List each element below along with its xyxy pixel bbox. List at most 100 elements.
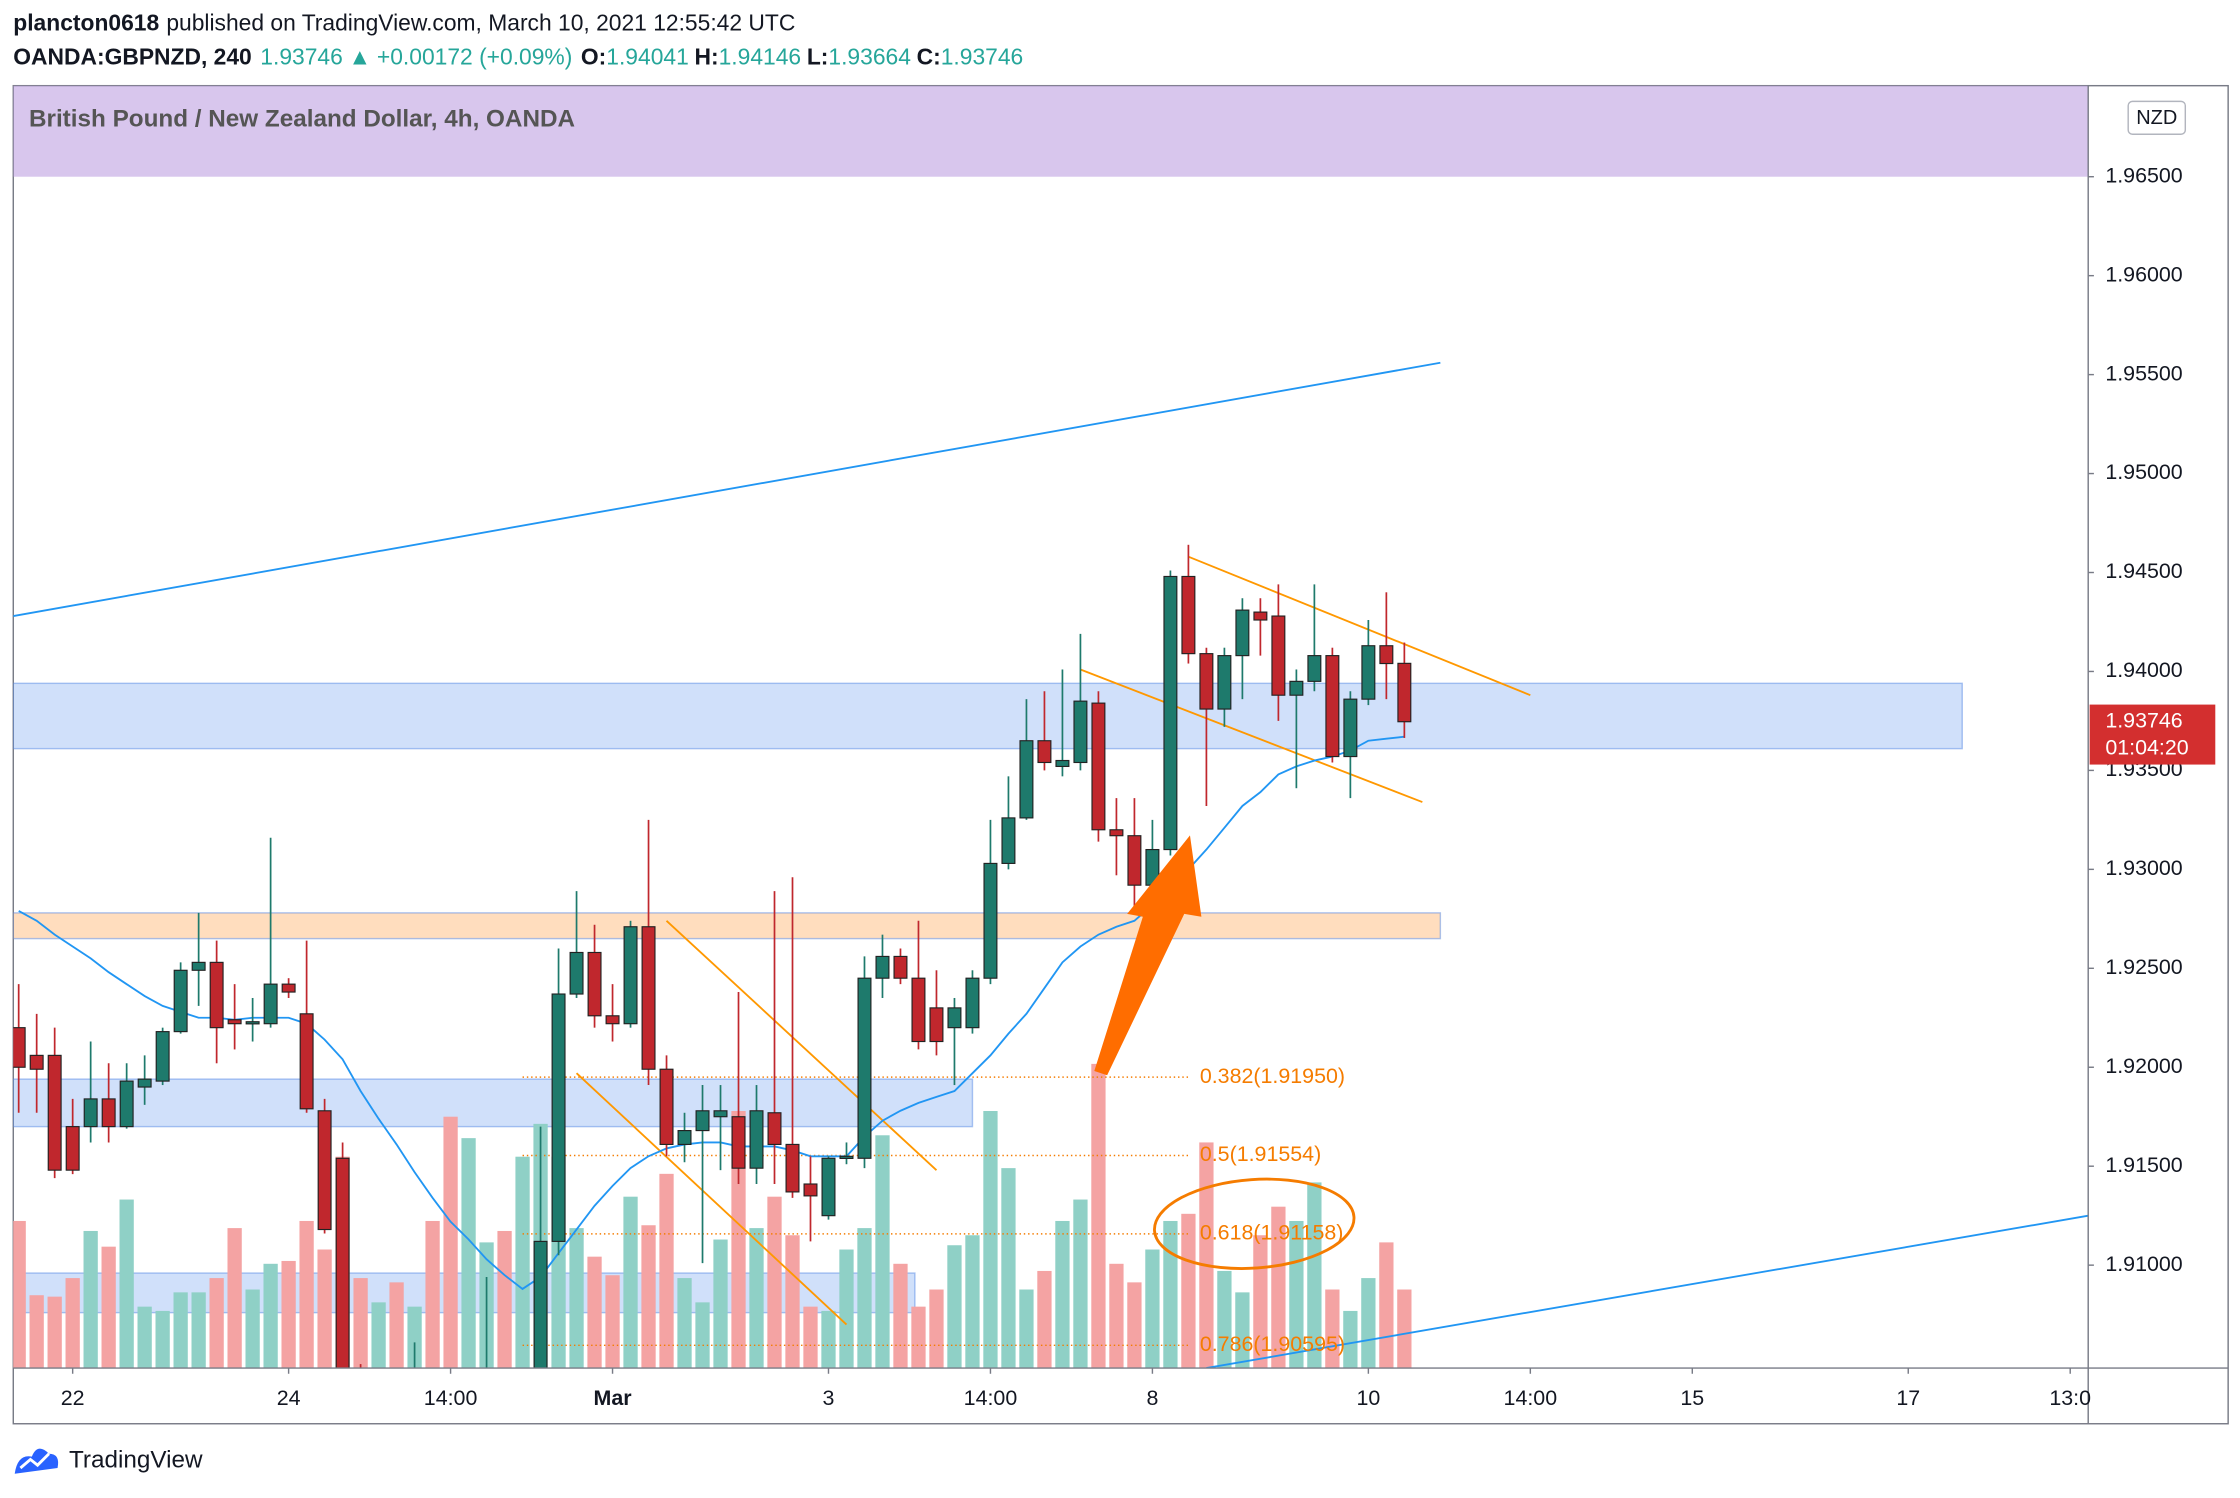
volume-bar xyxy=(1379,1242,1394,1369)
candle-body xyxy=(875,955,890,979)
candle-body xyxy=(498,1404,511,1463)
arrow: ▲ xyxy=(349,44,372,70)
x-tick-label: 14:00 xyxy=(1504,1386,1558,1410)
volume-bar xyxy=(101,1246,116,1369)
c: 1.93746 xyxy=(941,44,1024,70)
candle-body xyxy=(767,1112,782,1145)
candle-body xyxy=(749,1110,764,1169)
candle-body xyxy=(516,1433,529,1463)
volume-bar xyxy=(1343,1310,1358,1369)
zone xyxy=(13,1078,974,1128)
volume-bar xyxy=(1181,1213,1196,1369)
x-tick-label: 17 xyxy=(1896,1386,1920,1410)
candle-body xyxy=(641,926,656,1070)
volume-bar xyxy=(623,1196,638,1369)
volume-bar xyxy=(173,1292,188,1369)
candle-body xyxy=(47,1054,62,1171)
candle-body xyxy=(137,1078,152,1088)
candle-body xyxy=(551,993,566,1242)
candle-body xyxy=(929,1007,944,1043)
last-price: 1.93746 xyxy=(2105,708,2182,732)
volume-bar xyxy=(803,1306,818,1369)
arrow xyxy=(1094,835,1202,1076)
candle-body xyxy=(1109,829,1124,837)
candle-body xyxy=(659,1068,674,1145)
volume-bar xyxy=(209,1278,224,1369)
candle-body xyxy=(372,1423,385,1443)
moving-average xyxy=(18,735,1405,1291)
o: 1.94041 xyxy=(606,44,689,70)
candle-body xyxy=(1325,655,1340,758)
volume-bar xyxy=(569,1228,584,1369)
candle-body xyxy=(119,1080,134,1128)
candle-body xyxy=(29,1054,44,1070)
volume-bar xyxy=(1091,1063,1106,1369)
y-tick-label: 1.94500 xyxy=(2105,559,2182,583)
l-label: L: xyxy=(807,44,829,70)
volume-bar xyxy=(821,1310,836,1369)
volume-bar xyxy=(1109,1263,1124,1369)
volume-bar xyxy=(713,1239,728,1369)
publish-line: plancton0618 published on TradingView.com… xyxy=(13,9,795,35)
volume-bar xyxy=(839,1249,854,1369)
volume-bar xyxy=(137,1306,152,1369)
candle-body xyxy=(13,1027,26,1068)
y-tick-label: 1.91500 xyxy=(2105,1153,2182,1177)
candle-body xyxy=(911,977,926,1043)
trend-line xyxy=(665,920,938,1171)
candle-body xyxy=(1055,759,1070,768)
candle-body xyxy=(803,1183,818,1197)
volume-bar xyxy=(515,1156,530,1369)
volume-bar xyxy=(497,1230,512,1369)
trend-line xyxy=(13,361,1441,617)
volume-bar xyxy=(83,1230,98,1369)
volume-bar xyxy=(1037,1270,1052,1369)
candle-body xyxy=(983,862,998,979)
volume-bar xyxy=(443,1116,458,1369)
volume-bar xyxy=(875,1135,890,1369)
candle-body xyxy=(1091,702,1106,831)
trend-line xyxy=(575,1072,848,1326)
volume-bar xyxy=(299,1220,314,1369)
candle-body xyxy=(785,1143,800,1193)
candle-body xyxy=(462,1443,475,1473)
zone xyxy=(13,912,1442,940)
highlight-circle xyxy=(1153,1177,1356,1270)
chart-title: British Pound / New Zealand Dollar, 4h, … xyxy=(29,105,575,132)
volume-bar xyxy=(1163,1220,1178,1369)
volume-bar xyxy=(1073,1199,1088,1369)
volume-bar xyxy=(245,1289,260,1369)
volume-bar xyxy=(911,1306,926,1369)
published: published on TradingView.com, March 10, … xyxy=(166,9,795,35)
x-tick-label: 3 xyxy=(823,1386,835,1410)
last-price-tag xyxy=(2089,704,2216,765)
c-label: C: xyxy=(917,44,941,70)
candle-body xyxy=(1271,615,1286,696)
candle-body xyxy=(263,983,278,1025)
trend-line xyxy=(1080,668,1423,803)
volume-bar xyxy=(155,1310,170,1369)
candle-body xyxy=(569,951,584,995)
volume-bar xyxy=(1127,1282,1142,1369)
candle-body xyxy=(1289,680,1304,696)
volume-bar xyxy=(1271,1206,1286,1369)
volume-bar xyxy=(1361,1278,1376,1369)
y-tick-label: 1.96500 xyxy=(2105,163,2182,187)
volume-bar xyxy=(587,1256,602,1369)
l: 1.93664 xyxy=(828,44,911,70)
x-tick-label: 15 xyxy=(1680,1386,1704,1410)
trend-line xyxy=(1188,555,1531,697)
candle-body xyxy=(1361,645,1376,700)
x-tick-label: 24 xyxy=(277,1386,301,1410)
volume-bar xyxy=(929,1289,944,1369)
change: +0.00172 (+0.09%) xyxy=(377,44,572,70)
candle-body xyxy=(1217,655,1232,710)
o-label: O: xyxy=(581,44,606,70)
volume-bar xyxy=(1235,1292,1250,1369)
y-tick-label: 1.91000 xyxy=(2105,1252,2182,1276)
plot xyxy=(13,85,2089,1473)
candle-body xyxy=(65,1126,80,1171)
candle-body xyxy=(101,1098,116,1128)
y-tick-label: 1.95500 xyxy=(2105,361,2182,385)
